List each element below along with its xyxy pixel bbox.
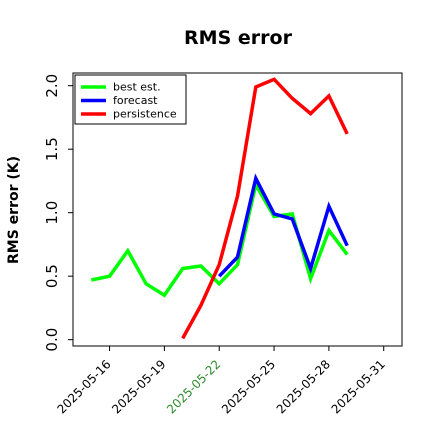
y-tick-label: 1.5: [43, 137, 61, 161]
y-tick-label: 1.0: [43, 201, 61, 225]
series-lines: [90, 77, 349, 340]
y-axis-ticks: 0.0 0.5 1.0 1.5 2.0: [43, 74, 73, 352]
x-tick-label: 2025-05-28: [274, 357, 333, 416]
x-tick-label: 2025-05-19: [109, 357, 168, 416]
x-tick-label: 2025-05-16: [54, 357, 113, 416]
legend-label: persistence: [113, 108, 177, 121]
y-tick-label: 2.0: [43, 74, 61, 98]
legend-label: best est.: [113, 81, 161, 94]
x-tick-label: 2025-05-22: [164, 357, 223, 416]
legend-label: forecast: [113, 94, 158, 107]
y-tick-label: 0.0: [43, 328, 61, 352]
chart-title: RMS error: [184, 27, 293, 49]
x-axis-ticks: 2025-05-162025-05-192025-05-222025-05-25…: [54, 346, 388, 416]
series-line-best-est: [90, 179, 349, 298]
x-tick-label: 2025-05-31: [329, 357, 388, 416]
y-tick-label: 0.5: [43, 264, 61, 288]
series-line-forecast: [217, 173, 349, 278]
plot-frame: [72, 72, 403, 347]
series-line-persistence: [181, 77, 349, 340]
x-tick-label: 2025-05-25: [219, 357, 278, 416]
y-axis-label: RMS error (K): [6, 156, 22, 264]
